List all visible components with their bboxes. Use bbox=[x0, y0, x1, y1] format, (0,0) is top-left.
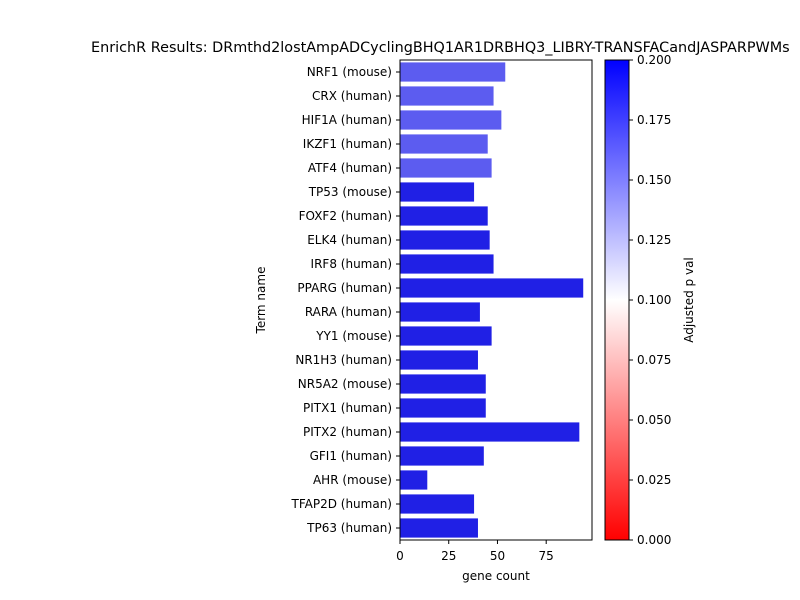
y-tick-label: PPARG (human) bbox=[297, 281, 392, 295]
y-tick-label: NR1H3 (human) bbox=[295, 353, 392, 367]
colorbar-ticks: 0.000 0.025 0.050 0.075 0.100 0.125 0.150 0.175… bbox=[629, 53, 671, 547]
bar bbox=[400, 254, 494, 274]
y-tick-label: RARA (human) bbox=[305, 305, 392, 319]
colorbar-tick-label: 0.000 bbox=[637, 533, 671, 547]
y-tick-label: PITX2 (human) bbox=[303, 425, 392, 439]
y-tick-label: PITX1 (human) bbox=[303, 401, 392, 415]
y-tick-label: IRF8 (human) bbox=[311, 257, 392, 271]
y-tick-label: ATF4 (human) bbox=[308, 161, 392, 175]
chart-title: EnrichR Results: DRmthd2lostAmpADCycling… bbox=[91, 40, 790, 56]
bar bbox=[400, 302, 480, 322]
x-tick-labels: 0 25 50 75 bbox=[396, 540, 554, 563]
y-tick-label: NRF1 (mouse) bbox=[307, 65, 392, 79]
bar bbox=[400, 470, 428, 490]
y-tick-label: TP63 (human) bbox=[306, 521, 392, 535]
bar bbox=[400, 374, 486, 394]
bar bbox=[400, 398, 486, 418]
bar bbox=[400, 134, 488, 154]
colorbar-tick-label: 0.025 bbox=[637, 473, 671, 487]
bar bbox=[400, 206, 488, 226]
y-tick-label: HIF1A (human) bbox=[302, 113, 392, 127]
colorbar-tick-label: 0.100 bbox=[637, 293, 671, 307]
y-tick-label: GFI1 (human) bbox=[310, 449, 392, 463]
y-tick-label: TFAP2D (human) bbox=[291, 497, 393, 511]
bar bbox=[400, 518, 478, 538]
bar bbox=[400, 86, 494, 106]
y-tick-label: NR5A2 (mouse) bbox=[298, 377, 392, 391]
x-tick-label: 75 bbox=[539, 549, 554, 563]
bar bbox=[400, 446, 484, 466]
colorbar-tick-label: 0.075 bbox=[637, 353, 671, 367]
y-tick-label: TP53 (mouse) bbox=[308, 185, 392, 199]
bar bbox=[400, 326, 492, 346]
bar bbox=[400, 158, 492, 178]
x-tick-label: 25 bbox=[441, 549, 456, 563]
colorbar-tick-label: 0.050 bbox=[637, 413, 671, 427]
x-axis-label: gene count bbox=[462, 569, 530, 583]
bar bbox=[400, 494, 475, 514]
colorbar-tick-label: 0.200 bbox=[637, 53, 671, 67]
bar bbox=[400, 62, 506, 82]
colorbar-tick-label: 0.150 bbox=[637, 173, 671, 187]
bars-group bbox=[400, 62, 584, 538]
bar bbox=[400, 422, 580, 442]
plot-frame bbox=[399, 59, 593, 541]
colorbar-label: Adjusted p val bbox=[682, 257, 696, 343]
y-tick-labels: NRF1 (mouse) CRX (human) HIF1A (human) IKZF… bbox=[291, 65, 400, 535]
bar bbox=[400, 182, 475, 202]
colorbar-tick-label: 0.125 bbox=[637, 233, 671, 247]
y-tick-label: AHR (mouse) bbox=[313, 473, 392, 487]
x-tick-label: 50 bbox=[490, 549, 505, 563]
bar bbox=[400, 110, 502, 130]
bar bbox=[400, 350, 478, 370]
y-tick-label: YY1 (mouse) bbox=[315, 329, 392, 343]
x-tick-label: 0 bbox=[396, 549, 404, 563]
y-tick-label: FOXF2 (human) bbox=[299, 209, 392, 223]
y-axis-label: Term name bbox=[254, 267, 268, 335]
y-tick-label: IKZF1 (human) bbox=[303, 137, 392, 151]
y-tick-label: CRX (human) bbox=[312, 89, 392, 103]
colorbar bbox=[604, 59, 630, 541]
colorbar-tick-label: 0.175 bbox=[637, 113, 671, 127]
y-tick-label: ELK4 (human) bbox=[307, 233, 392, 247]
bar bbox=[400, 230, 490, 250]
bar bbox=[400, 278, 584, 298]
